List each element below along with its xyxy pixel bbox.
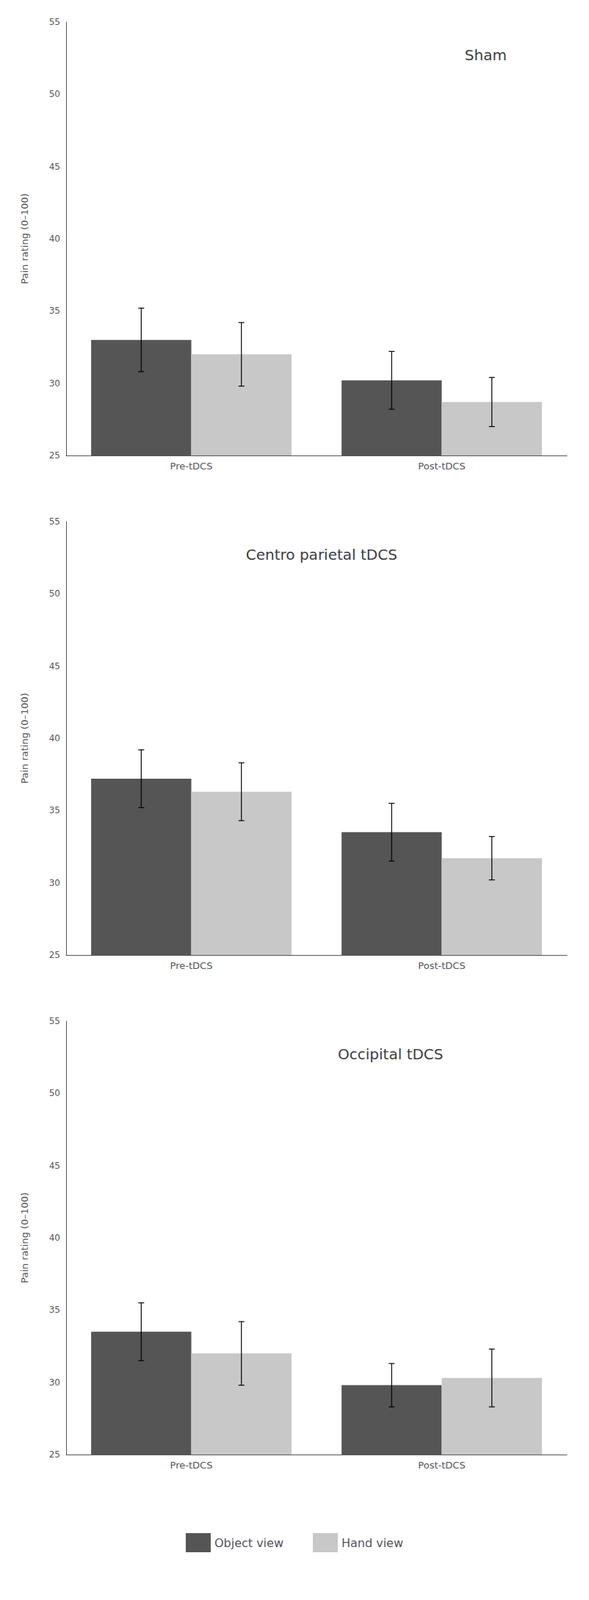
svg-text:Pain rating (0–100): Pain rating (0–100) <box>19 193 31 285</box>
svg-text:50: 50 <box>49 588 61 599</box>
svg-text:25: 25 <box>49 949 61 960</box>
svg-text:Occipital tDCS: Occipital tDCS <box>337 1045 443 1063</box>
svg-text:Pre-tDCS: Pre-tDCS <box>170 959 213 971</box>
svg-text:Pain rating (0–100): Pain rating (0–100) <box>19 692 31 784</box>
svg-text:45: 45 <box>49 161 61 172</box>
svg-text:40: 40 <box>49 732 61 744</box>
svg-text:Sham: Sham <box>464 46 507 64</box>
svg-text:35: 35 <box>49 1304 61 1315</box>
svg-text:45: 45 <box>49 660 61 672</box>
svg-text:Centro parietal tDCS: Centro parietal tDCS <box>246 545 398 564</box>
svg-text:45: 45 <box>49 1160 61 1171</box>
svg-text:Object view: Object view <box>214 1535 284 1550</box>
svg-text:25: 25 <box>49 450 61 461</box>
svg-text:Post-tDCS: Post-tDCS <box>417 959 465 971</box>
svg-text:Pain rating (0–100): Pain rating (0–100) <box>19 1191 31 1284</box>
svg-text:Hand view: Hand view <box>341 1535 404 1550</box>
svg-text:50: 50 <box>49 1087 61 1098</box>
svg-text:Pre-tDCS: Pre-tDCS <box>170 1459 213 1471</box>
svg-text:35: 35 <box>49 305 61 316</box>
svg-text:40: 40 <box>49 233 61 244</box>
svg-text:30: 30 <box>49 877 61 888</box>
svg-text:Post-tDCS: Post-tDCS <box>417 460 465 472</box>
svg-text:55: 55 <box>49 516 61 527</box>
svg-text:35: 35 <box>49 804 61 816</box>
svg-text:30: 30 <box>49 378 61 389</box>
svg-text:40: 40 <box>49 1232 61 1243</box>
svg-text:55: 55 <box>49 1015 61 1026</box>
svg-text:Pre-tDCS: Pre-tDCS <box>170 460 213 472</box>
svg-text:30: 30 <box>49 1377 61 1388</box>
svg-text:50: 50 <box>49 88 61 100</box>
svg-text:55: 55 <box>49 16 61 28</box>
svg-text:Post-tDCS: Post-tDCS <box>417 1459 465 1471</box>
svg-text:25: 25 <box>49 1448 61 1460</box>
